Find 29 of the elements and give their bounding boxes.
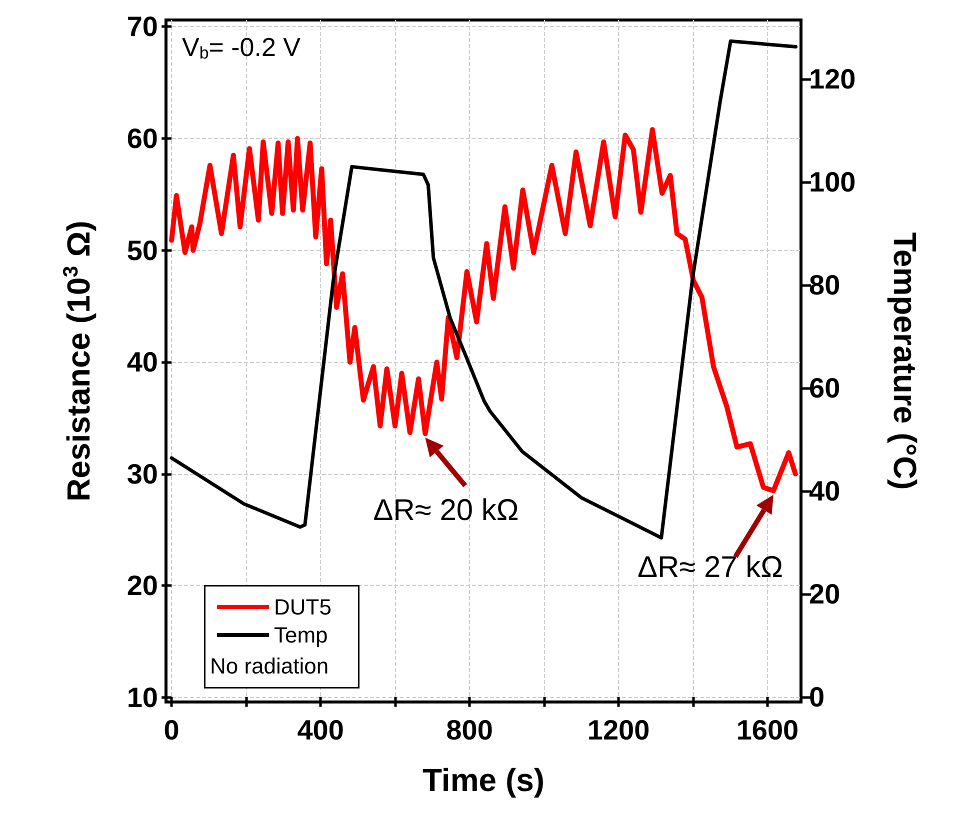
- legend-label: DUT5: [274, 594, 332, 620]
- x-tick-label: 1600: [736, 714, 799, 746]
- x-axis-title: Time (s): [422, 762, 545, 798]
- y-tick-label: 50: [126, 234, 158, 266]
- legend-title: No radiation: [210, 654, 329, 678]
- x-tick-label: 800: [446, 714, 493, 746]
- legend-label: Temp: [274, 622, 328, 648]
- y2-tick-label: 80: [809, 270, 840, 301]
- x-tick-label: 0: [164, 714, 180, 746]
- y2-tick-label: 60: [809, 372, 840, 404]
- y2-tick-label: 0: [809, 681, 825, 712]
- y-tick-label: 20: [126, 570, 158, 602]
- y-axis-title: Resistance (103 Ω): [60, 220, 96, 502]
- annotation: ΔR≈ 20 kΩ: [373, 494, 519, 528]
- line-series: [170, 39, 798, 540]
- y2-axis-title: Temperature (°C): [887, 232, 923, 490]
- y-tick-label: 10: [126, 682, 158, 714]
- y-tick-label: 30: [126, 458, 158, 490]
- x-tick-label: 1200: [587, 714, 650, 746]
- annotation: ΔR≈ 27 kΩ: [637, 551, 784, 584]
- y2-tick-label: 20: [809, 578, 840, 610]
- y-tick-label: 40: [126, 346, 158, 378]
- y2-tick-label: 120: [809, 64, 856, 95]
- y-tick-label: 70: [126, 11, 158, 42]
- x-tick-label: 400: [297, 714, 344, 746]
- y2-tick-label: 40: [809, 475, 840, 506]
- annotation: Vb= -0.2 V: [182, 32, 302, 62]
- y2-tick-label: 100: [809, 166, 856, 198]
- y-tick-label: 60: [126, 123, 158, 154]
